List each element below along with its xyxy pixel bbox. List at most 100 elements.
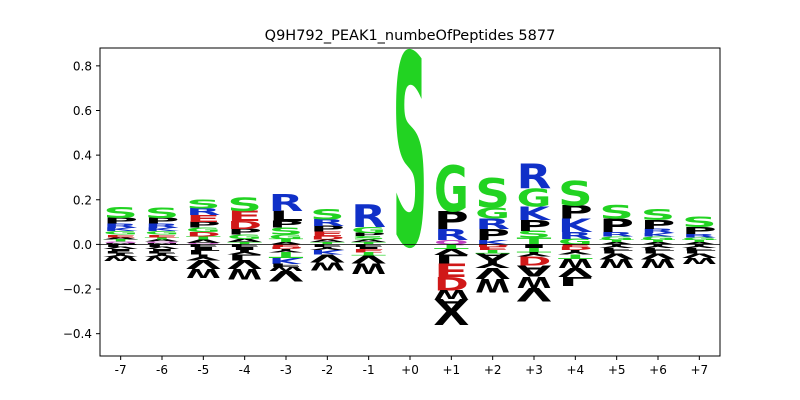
logo-letter-F: F [227, 244, 262, 248]
logo-letter-V: V [682, 252, 717, 259]
logo-letter-K: K [517, 202, 552, 224]
logo-letter-I: I [517, 243, 552, 248]
logo-letter-T: T [475, 249, 510, 255]
logo-letter-G: G [269, 233, 304, 240]
logo-letter-T: T [351, 242, 386, 246]
logo-letter-L: L [558, 274, 593, 288]
logo-letter-A: A [641, 242, 676, 246]
logo-letter-V: V [599, 251, 634, 260]
logo-letter-G: G [558, 238, 593, 247]
logo-letter-Y: Y [640, 243, 677, 249]
logo-letter-D: D [227, 219, 262, 231]
logo-letter-T: T [599, 239, 634, 243]
logo-letter-Q: Q [434, 239, 469, 246]
logo-letter-W: W [434, 287, 469, 302]
x-tick-label: -3 [280, 363, 292, 377]
logo-letter-Q: Q [103, 241, 138, 243]
logo-letter-V: V [641, 251, 676, 260]
logo-letter-R: R [558, 230, 593, 241]
logo-letter-Q: Q [186, 243, 221, 245]
logo-letter-E: E [434, 259, 469, 281]
x-tick-label: +0 [401, 363, 419, 377]
logo-letter-L: L [227, 252, 262, 261]
x-tick-label: +1 [442, 363, 460, 377]
x-tick-label: -7 [115, 363, 127, 377]
logo-letter-A: A [682, 242, 717, 246]
y-tick-label: 0.0 [73, 238, 92, 252]
x-tick-label: -6 [156, 363, 168, 377]
axes: −0.4 −0.2 0.0 0.2 0.4 0.6 0.8 -7 -6 -5 -4 -3 -2 -1 +0 +… [63, 47, 721, 377]
logo-letter-T: T [269, 238, 304, 244]
logo-letter-G: G [599, 236, 634, 241]
logo-letter-F: F [269, 262, 304, 267]
logo-letter-T: T [641, 239, 676, 243]
logo-letter-R: R [434, 226, 469, 244]
logo-letter-K: K [269, 256, 304, 265]
logo-letter-L: L [186, 248, 221, 255]
logo-letter-V: V [434, 247, 469, 256]
y-tick-label: −0.2 [63, 283, 92, 297]
logo-letter-P: P [351, 232, 386, 237]
logo-letter-P: P [641, 218, 676, 232]
logo-letter-R: R [641, 227, 676, 234]
logo-letter-R: R [269, 190, 304, 217]
logo-letter-V: V [517, 283, 552, 305]
logo-letter-D: D [475, 244, 510, 248]
logo-letter-I: I [145, 248, 180, 252]
logo-letter-S: S [103, 204, 138, 222]
logo-letter-V: V [434, 306, 469, 328]
logo-letter-P: P [599, 216, 634, 237]
logo-letter-V: V [103, 246, 138, 250]
logo-letter-V: V [227, 257, 262, 272]
logo-letter-G: G [351, 226, 386, 235]
logo-letter-P: P [310, 225, 345, 234]
logo-letter-Y: Y [102, 252, 139, 258]
logo-letter-S: S [599, 201, 634, 223]
x-tick-label: -1 [363, 363, 375, 377]
y-tick-label: 0.4 [73, 149, 92, 163]
logo-letter-Y: Y [309, 246, 346, 252]
logo-letter-A: A [475, 251, 510, 262]
logo-letter-F: F [145, 250, 180, 254]
logo-letter-D: D [310, 235, 345, 240]
logo-letter-A: A [227, 238, 262, 244]
logo-letter-W: W [186, 266, 221, 281]
logo-letter-Y: Y [226, 248, 262, 255]
logo-letter-Y: Y [557, 248, 593, 255]
logo-letter-Y: Y [474, 257, 510, 270]
logo-letter-R: R [682, 233, 717, 239]
x-tick-label: +5 [608, 363, 626, 377]
logo-letter-S: S [186, 197, 221, 211]
logo-letter-F: F [351, 244, 386, 248]
logo-letter-V: V [145, 246, 180, 250]
logo-letter-G: G [227, 233, 262, 240]
logo-letter-A: A [310, 239, 345, 243]
logo-letter-Y: Y [144, 252, 181, 258]
logo-letter-S: S [269, 226, 304, 237]
logo-letter-Y: Y [598, 243, 635, 249]
logo-letter-I: I [227, 246, 262, 251]
logo-letter-S: S [351, 235, 386, 240]
logo-letter-D: D [434, 272, 469, 294]
y-tick-label: 0.6 [73, 104, 92, 118]
logo-letter-E: E [145, 234, 180, 238]
logo-letter-P: P [475, 226, 510, 244]
logo-letter-R: R [103, 222, 138, 229]
logo-letter-L: L [434, 251, 469, 265]
logo-letter-A: A [434, 295, 470, 315]
x-tick-label: +6 [649, 363, 667, 377]
logo-letter-F: F [641, 247, 676, 251]
x-tick-label: +2 [484, 363, 502, 377]
logo-letter-A: A [517, 262, 552, 280]
logo-letter-V: V [269, 268, 304, 284]
x-tick-label: +7 [690, 363, 708, 377]
logo-letter-L: L [682, 249, 717, 254]
logo-letter-E: E [227, 208, 262, 224]
logo-letter-G: G [103, 230, 138, 235]
x-tick-label: -5 [197, 363, 209, 377]
logo-letter-Y: Y [185, 253, 221, 262]
logo-letter-W: W [103, 255, 138, 262]
logo-letter-I: I [186, 246, 221, 251]
